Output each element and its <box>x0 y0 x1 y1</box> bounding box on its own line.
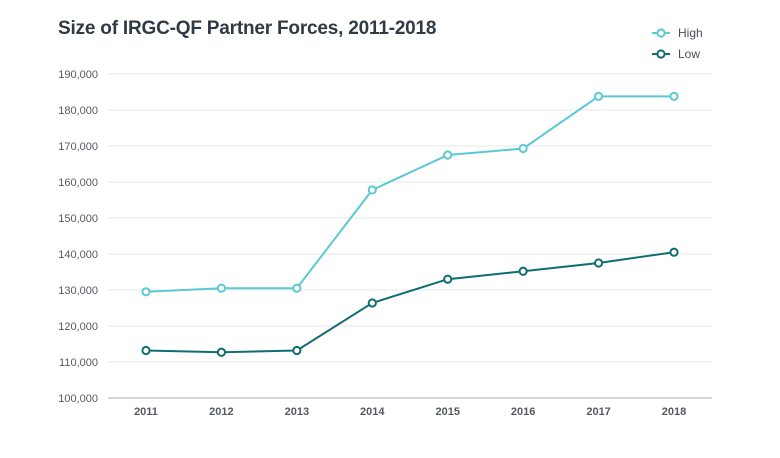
data-point-high <box>443 150 453 160</box>
series-line-low <box>145 251 675 354</box>
x-tick-label: 2014 <box>360 406 385 418</box>
y-axis: 100,000 110,000 120,000 130,000 140,000 150,0… <box>58 69 98 405</box>
legend-item-high: High <box>652 26 703 40</box>
y-tick-label: 170,000 <box>58 141 98 153</box>
data-point-low <box>216 347 227 357</box>
legend-label: Low <box>678 47 700 61</box>
data-point-low <box>443 274 453 284</box>
y-tick-label: 130,000 <box>58 285 98 297</box>
x-tick-label: 2018 <box>662 406 686 418</box>
x-tick-label: 2015 <box>435 406 459 418</box>
series-high <box>141 91 679 297</box>
y-tick-label: 100,000 <box>58 393 98 405</box>
legend: High Low <box>652 26 703 61</box>
x-tick-label: 2013 <box>285 406 309 418</box>
data-point-high <box>367 185 377 195</box>
x-axis: 2011 2012 2013 2014 2015 2016 2017 2018 <box>134 406 686 418</box>
data-point-low <box>518 266 528 276</box>
y-tick-label: 150,000 <box>58 213 98 225</box>
legend-swatch-marker <box>656 49 666 59</box>
y-tick-label: 120,000 <box>58 321 98 333</box>
data-point-high <box>518 143 528 154</box>
data-point-low <box>593 258 604 268</box>
data-point-high <box>216 283 227 293</box>
y-tick-label: 110,000 <box>59 357 98 369</box>
series-low <box>141 247 679 357</box>
x-tick-label: 2017 <box>586 406 610 418</box>
chart-title: Size of IRGC-QF Partner Forces, 2011-201… <box>58 18 437 39</box>
x-tick-label: 2011 <box>134 406 158 418</box>
data-point-low <box>141 345 151 356</box>
x-tick-label: 2016 <box>511 406 535 418</box>
grid-lines <box>108 73 712 399</box>
series-line-high <box>145 95 674 293</box>
y-tick-label: 190,000 <box>58 69 98 81</box>
data-point-low <box>669 247 679 257</box>
series-layer <box>141 91 679 357</box>
data-point-high <box>141 287 151 297</box>
data-point-high <box>292 283 302 293</box>
y-tick-label: 160,000 <box>58 177 98 189</box>
legend-swatch-marker <box>656 28 666 38</box>
legend-label: High <box>678 26 703 40</box>
y-tick-label: 180,000 <box>58 105 98 117</box>
data-point-high <box>669 91 679 101</box>
data-point-high <box>593 91 604 101</box>
legend-item-low: Low <box>652 47 700 61</box>
data-point-low <box>367 298 377 308</box>
y-tick-label: 140,000 <box>58 249 98 261</box>
data-point-low <box>292 345 302 356</box>
x-tick-label: 2012 <box>209 406 233 418</box>
